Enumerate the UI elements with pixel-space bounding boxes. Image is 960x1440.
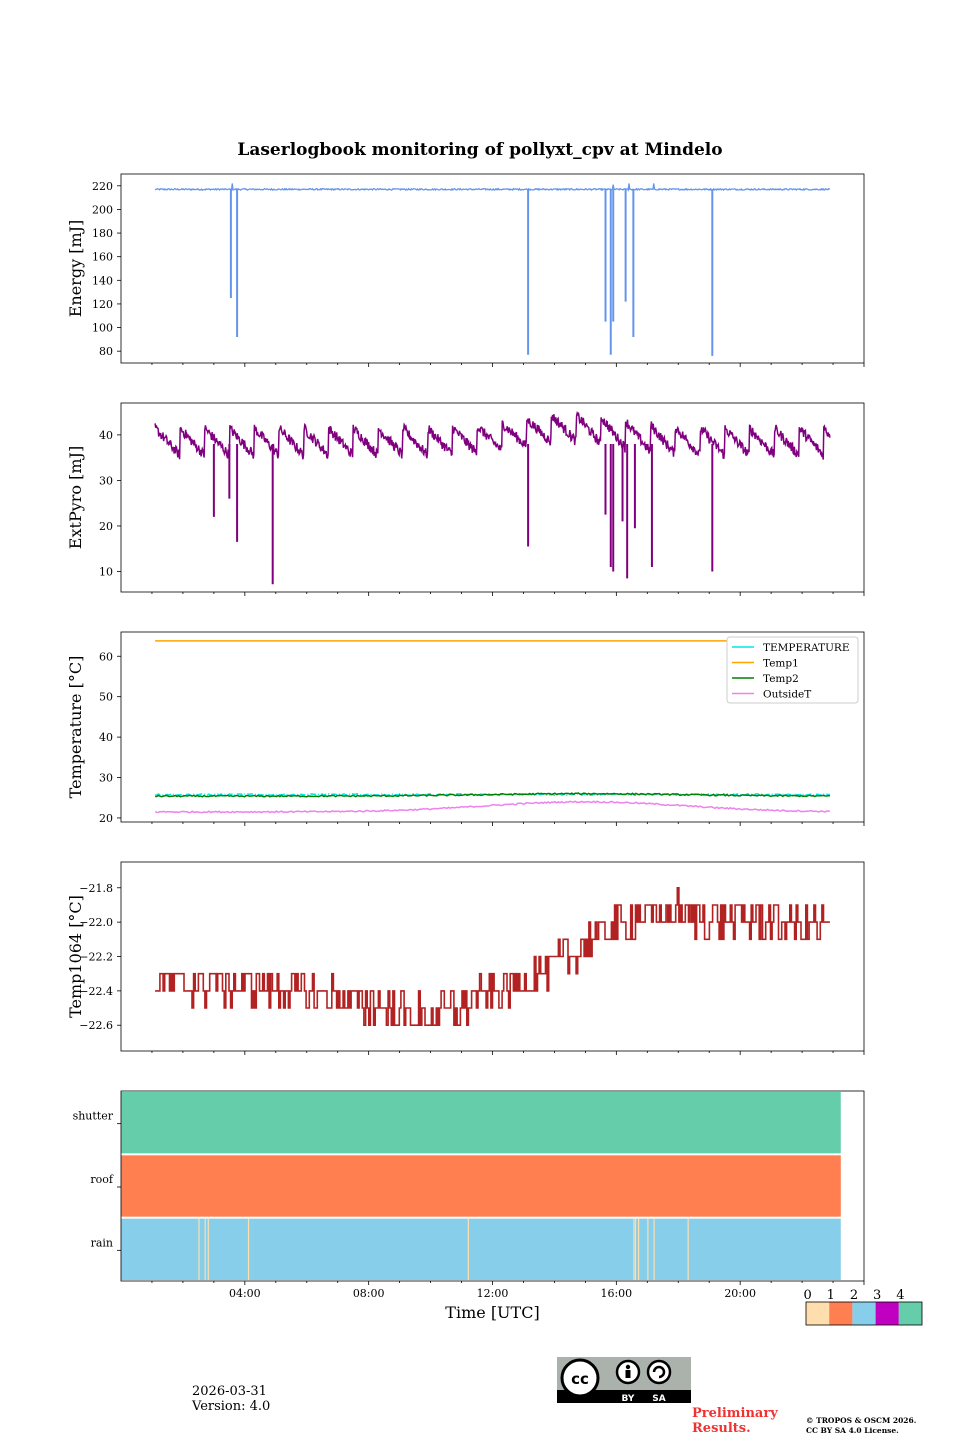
cc-by-label: BY	[622, 1394, 635, 1403]
temp1064-series-line	[155, 887, 830, 1026]
colorbar-cell-3	[875, 1302, 899, 1325]
temp1064-ytick-label: −21.8	[79, 882, 113, 895]
figure-title: Laserlogbook monitoring of pollyxt_cpv a…	[237, 140, 723, 160]
rain-zero-marker	[653, 1218, 655, 1280]
status-row-label-roof: roof	[90, 1173, 114, 1186]
status-xtick-label: 20:00	[724, 1287, 756, 1300]
colorbar-cell-2	[852, 1302, 876, 1325]
temperature-ytick-label: 30	[99, 772, 113, 785]
rain-zero-marker	[647, 1218, 649, 1280]
status-panel: shutter roof rain 04:00 08:00 12:00 16:00 20:00…	[73, 1090, 923, 1326]
rain-zero-marker	[204, 1218, 206, 1280]
footer-date-version: 2026-03-31 Version: 4.0	[192, 1384, 270, 1414]
extpyro-panel: 10 20 30 40 ExtPyro [mJ]	[66, 402, 865, 596]
temperature-ytick-label: 60	[99, 650, 113, 663]
temp1064-axes-frame	[120, 861, 865, 1052]
extpyro-series-line	[154, 410, 831, 461]
energy-ytick-label: 220	[92, 180, 113, 193]
status-xtick-label: 04:00	[229, 1287, 261, 1300]
rain-zero-marker	[634, 1218, 637, 1280]
temp1064-ytick-label: −22.6	[79, 1019, 113, 1032]
temperature-ylabel: Temperature [°C]	[66, 656, 85, 799]
preliminary-note: Preliminary Results.	[692, 1406, 778, 1436]
colorbar-tick-label: 4	[896, 1288, 904, 1303]
temp1064-ylabel: Temp1064 [°C]	[66, 895, 85, 1018]
status-row-rain	[121, 1218, 841, 1280]
temperature-ytick-label: 40	[99, 731, 113, 744]
legend-label-temp1: Temp1	[763, 658, 799, 670]
extpyro-ytick-label: 40	[99, 429, 113, 442]
extpyro-ylabel: ExtPyro [mJ]	[66, 446, 85, 549]
preliminary-line-2: Results.	[692, 1421, 751, 1436]
colorbar-tick-label: 0	[803, 1288, 811, 1303]
energy-ytick-label: 200	[92, 203, 113, 216]
rain-zero-marker	[207, 1218, 209, 1280]
status-xtick-label: 08:00	[353, 1287, 385, 1300]
colorbar-tick-label: 1	[827, 1288, 835, 1303]
extpyro-ytick-label: 10	[99, 566, 113, 579]
colorbar-tick-label: 3	[873, 1288, 881, 1303]
temp1064-ytick-label: −22.4	[79, 985, 113, 998]
temperature-legend	[726, 636, 859, 704]
status-row-roof	[121, 1155, 841, 1217]
rain-zero-marker	[633, 1218, 635, 1280]
energy-ytick-label: 180	[92, 227, 113, 240]
temperature-panel: TEMPERATURE Temp1 Temp2 OutsideT 20 30 40 50 60 T…	[66, 631, 865, 826]
colorbar-cell-0	[806, 1302, 830, 1325]
energy-series-line	[154, 183, 831, 192]
processing-date: 2026-03-31	[192, 1384, 267, 1399]
preliminary-line-1: Preliminary	[692, 1406, 778, 1421]
temp1064-ytick-label: −22.0	[79, 916, 113, 929]
extpyro-ytick-label: 20	[99, 520, 113, 533]
status-row-label-shutter: shutter	[73, 1110, 114, 1123]
colorbar-tick-label: 2	[850, 1288, 858, 1303]
colorbar-frame	[805, 1301, 923, 1326]
status-row-shutter	[121, 1092, 841, 1154]
temperature-series-outsidet	[154, 800, 831, 814]
colorbar-cell-4	[898, 1302, 922, 1325]
energy-axes-frame	[120, 173, 865, 364]
copyright-line-2: CC BY SA 4.0 License.	[806, 1426, 899, 1435]
energy-panel: 80 100 120 140 160 180 200 220 Energy [mJ]	[66, 173, 865, 367]
energy-ytick-label: 100	[92, 322, 113, 335]
copyright-note: © TROPOS & OSCM 2026. CC BY SA 4.0 Licen…	[806, 1416, 916, 1436]
rain-zero-marker	[687, 1218, 689, 1280]
status-xtick-label: 12:00	[477, 1287, 509, 1300]
legend-label-outsidet: OutsideT	[763, 689, 811, 701]
colorbar-cell-1	[829, 1302, 853, 1325]
extpyro-ytick-label: 30	[99, 474, 113, 487]
energy-ytick-label: 80	[99, 345, 113, 358]
copyright-line-1: © TROPOS & OSCM 2026.	[806, 1416, 917, 1425]
legend-label-temp2: Temp2	[763, 673, 799, 685]
energy-ylabel: Energy [mJ]	[66, 220, 85, 318]
energy-ytick-label: 160	[92, 251, 113, 264]
cc-license-badge: cc BY SA	[557, 1357, 691, 1404]
temperature-series-temp2	[155, 792, 830, 798]
legend-label-temperature: TEMPERATURE	[763, 642, 850, 654]
rain-zero-marker	[247, 1218, 250, 1280]
energy-ytick-label: 120	[92, 298, 113, 311]
version-label: Version: 4.0	[192, 1399, 271, 1414]
rain-zero-marker	[467, 1218, 469, 1280]
rain-zero-marker	[198, 1218, 200, 1280]
cc-sa-label: SA	[652, 1394, 665, 1403]
rain-zero-marker	[638, 1218, 640, 1280]
cc-logo-label: cc	[571, 1370, 589, 1388]
status-xlabel: Time [UTC]	[445, 1303, 539, 1322]
temperature-ytick-label: 50	[99, 691, 113, 704]
status-xtick-label: 16:00	[600, 1287, 632, 1300]
energy-ytick-label: 140	[92, 274, 113, 287]
status-row-label-rain: rain	[91, 1236, 113, 1249]
temperature-ytick-label: 20	[99, 812, 113, 825]
temp1064-ytick-label: −22.2	[79, 951, 113, 964]
